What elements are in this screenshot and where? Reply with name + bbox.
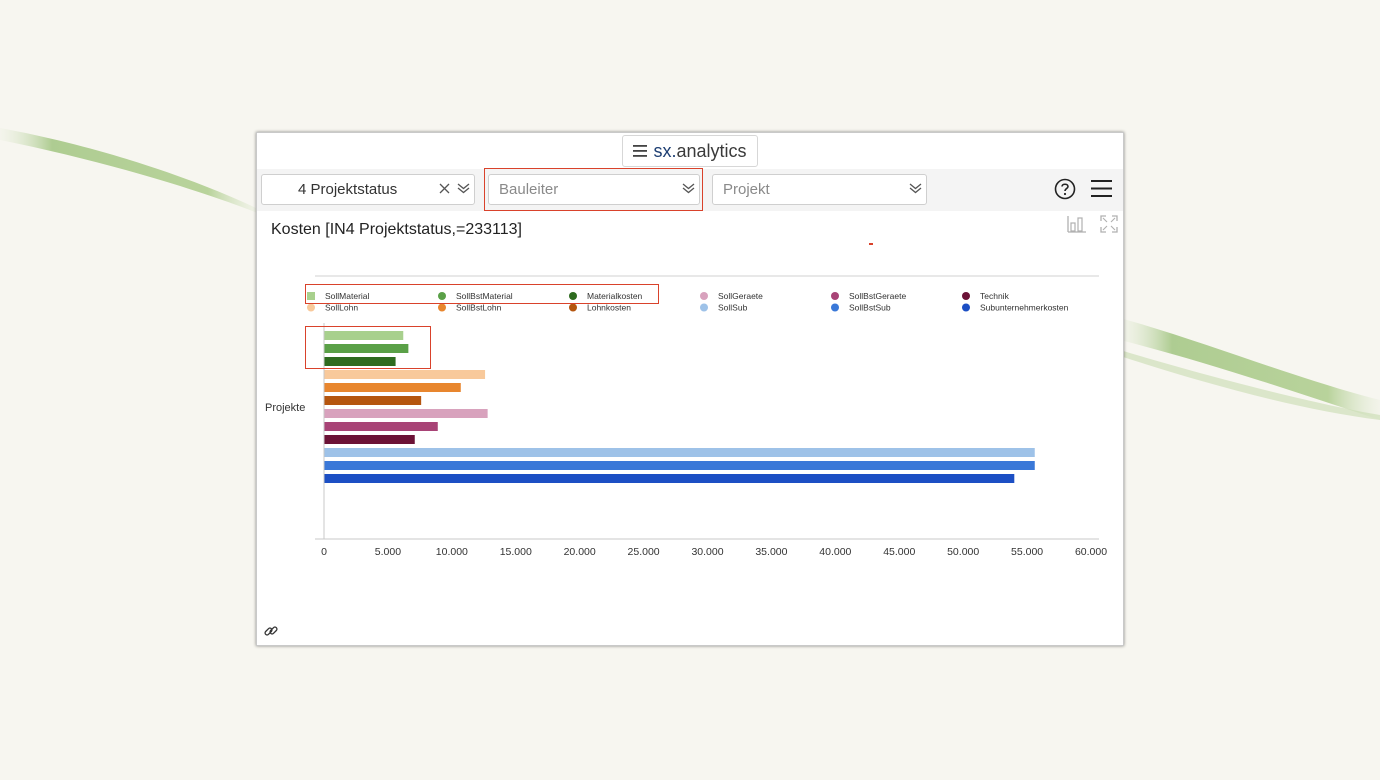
app-window: sx. analytics 4 Projektstatus Bauleiter P… (256, 132, 1124, 646)
bar-technik[interactable] (324, 435, 415, 444)
hamburger-icon (633, 145, 648, 157)
bar-materialkosten[interactable] (324, 357, 396, 366)
legend-label: SollBstLohn (456, 303, 502, 313)
link-icon[interactable] (263, 623, 279, 644)
chart-legend: SollMaterial SollBstMaterial Materialkoste… (307, 291, 1069, 313)
x-tick-label: 15.000 (500, 546, 532, 558)
legend-swatch (569, 292, 577, 300)
legend-label: SollBstGeraete (849, 291, 906, 301)
legend-item[interactable]: Technik (962, 291, 1010, 301)
x-tick-label: 35.000 (755, 546, 787, 558)
clear-icon[interactable] (436, 181, 452, 198)
fullscreen-icon[interactable] (1100, 215, 1118, 238)
projektstatus-value: 4 Projektstatus (298, 181, 398, 198)
x-tick-label: 45.000 (883, 546, 915, 558)
legend-swatch (700, 303, 708, 312)
legend-swatch (438, 292, 446, 300)
legend-swatch (962, 292, 970, 300)
x-tick-label: 50.000 (947, 546, 979, 558)
x-tick-label: 10.000 (436, 546, 468, 558)
legend-label: Lohnkosten (587, 303, 631, 313)
x-tick-label: 40.000 (819, 546, 851, 558)
bar-sollbstsub[interactable] (324, 461, 1035, 470)
legend-item[interactable]: SollGeraete (700, 291, 763, 301)
x-tick-label: 60.000 (1075, 546, 1107, 558)
x-axis: 0 5.000 10.000 15.000 20.000 25.000 30.000 35.0… (315, 323, 1107, 558)
legend-item[interactable]: SollBstMaterial (438, 291, 513, 301)
bar-sollmaterial[interactable] (324, 331, 404, 340)
legend-item[interactable]: SollSub (700, 303, 748, 313)
x-tick-label: 30.000 (691, 546, 723, 558)
bar-sollbstlohn[interactable] (324, 383, 461, 392)
legend-swatch (700, 292, 708, 300)
legend-swatch (438, 303, 446, 312)
legend-label: Materialkosten (587, 291, 643, 301)
help-icon[interactable] (1054, 178, 1076, 205)
bauleiter-filter[interactable]: Bauleiter (488, 174, 700, 205)
projekt-placeholder: Projekt (723, 181, 770, 198)
legend-label: SollLohn (325, 303, 358, 313)
chevron-double-down-icon[interactable] (452, 181, 474, 198)
legend-swatch (307, 292, 315, 300)
legend-item[interactable]: Subunternehmerkosten (962, 303, 1069, 313)
bar-lohnkosten[interactable] (324, 396, 422, 405)
x-tick-label: 25.000 (628, 546, 660, 558)
legend-label: SollBstSub (849, 303, 891, 313)
chart-type-icon[interactable] (1067, 215, 1087, 238)
legend-swatch (569, 303, 577, 312)
legend-item[interactable]: SollMaterial (307, 291, 370, 301)
x-tick-label: 0 (321, 546, 327, 558)
chart-title: Kosten [IN4 Projektstatus,=233113] (271, 221, 522, 238)
legend-label: SollGeraete (718, 291, 763, 301)
kosten-bar-chart: SollMaterial SollBstMaterial Materialkoste… (265, 275, 1107, 558)
chevron-double-down-icon[interactable] (904, 181, 926, 198)
legend-label: SollMaterial (325, 291, 370, 301)
x-tick-label: 5.000 (375, 546, 401, 558)
chart-bars (324, 331, 1035, 483)
legend-swatch (831, 292, 839, 300)
bar-sollgeraete[interactable] (324, 409, 488, 418)
x-tick-label: 55.000 (1011, 546, 1043, 558)
legend-swatch (307, 303, 315, 312)
brand-prefix: sx. (653, 140, 677, 161)
legend-item[interactable]: SollBstLohn (438, 303, 502, 313)
projektstatus-filter[interactable]: 4 Projektstatus (261, 174, 475, 205)
chevron-double-down-icon[interactable] (677, 181, 699, 198)
legend-item[interactable]: Materialkosten (569, 291, 643, 301)
app-brand[interactable]: sx. analytics (622, 135, 758, 167)
bar-sollbstgeraete[interactable] (324, 422, 438, 431)
bar-sollbstmaterial[interactable] (324, 344, 409, 353)
bar-sollsub[interactable] (324, 448, 1035, 457)
legend-item[interactable]: SollLohn (307, 303, 358, 313)
x-tick-label: 20.000 (564, 546, 596, 558)
legend-label: SollBstMaterial (456, 291, 513, 301)
category-label: Projekte (265, 402, 305, 414)
legend-label: SollSub (718, 303, 748, 313)
legend-label: Technik (980, 291, 1010, 301)
bar-subunternehmerkosten[interactable] (324, 474, 1015, 483)
legend-item[interactable]: Lohnkosten (569, 303, 631, 313)
legend-item[interactable]: SollBstGeraete (831, 291, 906, 301)
brand-name: analytics (676, 140, 747, 161)
legend-label: Subunternehmerkosten (980, 303, 1069, 313)
legend-item[interactable]: SollBstSub (831, 303, 891, 313)
red-marker (869, 243, 873, 245)
main-menu-icon[interactable] (1091, 180, 1112, 202)
legend-swatch (831, 303, 839, 312)
bar-solllohn[interactable] (324, 370, 486, 379)
bauleiter-placeholder: Bauleiter (499, 181, 559, 198)
legend-swatch (962, 303, 970, 312)
projekt-filter[interactable]: Projekt (712, 174, 927, 205)
